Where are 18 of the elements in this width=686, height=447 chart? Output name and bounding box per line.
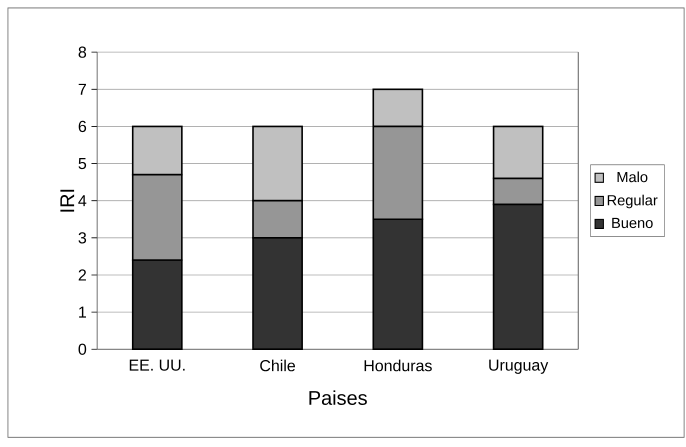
y-tick-label: 1 <box>79 306 86 318</box>
x-tick-label: Uruguay <box>489 360 548 374</box>
y-tick-label: 3 <box>78 232 86 244</box>
x-tick-label: Honduras <box>364 360 432 372</box>
y-axis-title: IRI <box>60 190 74 212</box>
x-tick-label: Chile <box>260 360 295 372</box>
x-axis-title: Paises <box>309 390 367 405</box>
x-tick-label: EE. UU. <box>130 360 185 371</box>
y-tick-label: 4 <box>78 195 86 206</box>
y-tick-label: 0 <box>78 344 86 355</box>
y-tick-label: 8 <box>78 46 86 58</box>
legend-label: Bueno <box>612 218 653 228</box>
y-tick-label: 2 <box>78 269 86 280</box>
y-tick-label: 6 <box>78 120 86 132</box>
y-tick-label: 7 <box>78 84 86 95</box>
legend-label: Malo <box>618 171 648 182</box>
legend-label: Regular <box>608 194 658 208</box>
y-tick-label: 5 <box>78 158 86 170</box>
